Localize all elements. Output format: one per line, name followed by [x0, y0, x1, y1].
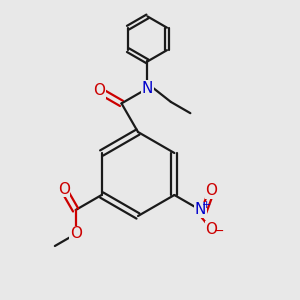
- Text: +: +: [202, 200, 211, 210]
- Text: O: O: [58, 182, 70, 197]
- Text: N: N: [195, 202, 206, 217]
- Text: O: O: [206, 183, 218, 198]
- Text: O: O: [70, 226, 82, 242]
- Text: O: O: [206, 222, 218, 237]
- Text: N: N: [142, 81, 153, 96]
- Text: −: −: [214, 225, 224, 238]
- Text: O: O: [93, 83, 105, 98]
